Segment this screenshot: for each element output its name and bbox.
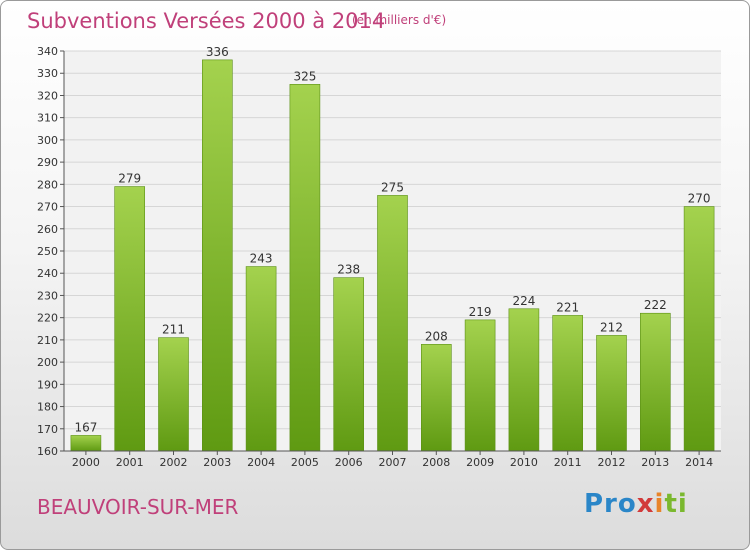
x-tick-label: 2003 <box>203 456 231 469</box>
x-tick-label: 2013 <box>641 456 669 469</box>
bar-2014 <box>683 206 715 452</box>
bar-2002 <box>158 337 189 452</box>
bar-2004 <box>245 266 277 452</box>
bar-value-label: 211 <box>162 323 185 337</box>
bar-value-label: 243 <box>250 252 273 266</box>
bar-2012 <box>596 335 627 452</box>
bar-value-label: 325 <box>293 69 316 83</box>
x-tick-label: 2010 <box>510 456 538 469</box>
bar-value-label: 219 <box>469 305 492 319</box>
bar-value-label: 275 <box>381 180 404 194</box>
x-tick-label: 2011 <box>554 456 582 469</box>
bars: 167 279 211 336 243 325 238 275 208 219 224 221 212 2… <box>70 45 715 452</box>
y-tick-label: 310 <box>37 112 58 125</box>
x-tick-label: 2001 <box>116 456 144 469</box>
bar-2013 <box>639 312 671 452</box>
y-tick-label: 190 <box>37 378 58 391</box>
y-tick-label: 290 <box>37 156 58 169</box>
x-axis: 2000 2001 2002 2003 2004 2005 2006 2007 2008 2009… <box>64 450 721 469</box>
bar-value-label: 222 <box>644 298 667 312</box>
x-tick-label: 2002 <box>160 456 188 469</box>
bar-2003 <box>202 59 233 452</box>
proxiti-logo: Proxiti <box>584 489 688 519</box>
y-tick-label: 300 <box>37 134 58 147</box>
y-tick-label: 210 <box>37 334 58 347</box>
x-tick-label: 2005 <box>291 456 319 469</box>
x-tick-label: 2012 <box>598 456 626 469</box>
y-tick-label: 330 <box>37 67 58 80</box>
x-tick-label: 2000 <box>72 456 100 469</box>
bar-value-label: 208 <box>425 329 448 343</box>
x-tick-label: 2007 <box>379 456 407 469</box>
bar-value-label: 212 <box>600 320 623 334</box>
x-tick-label: 2008 <box>422 456 450 469</box>
x-tick-label: 2014 <box>685 456 713 469</box>
bar-value-label: 279 <box>118 172 141 186</box>
bar-value-label: 270 <box>688 192 711 206</box>
bar-2008 <box>420 344 452 452</box>
x-tick-label: 2004 <box>247 456 275 469</box>
bar-value-label: 167 <box>74 420 97 434</box>
y-tick-label: 340 <box>37 45 58 58</box>
x-tick-label: 2006 <box>335 456 363 469</box>
y-tick-label: 160 <box>37 445 58 458</box>
y-tick-label: 200 <box>37 356 58 369</box>
bar-2001 <box>114 186 145 452</box>
commune-name: BEAUVOIR-SUR-MER <box>37 495 239 519</box>
y-tick-label: 320 <box>37 89 58 102</box>
bar-2000 <box>70 435 102 452</box>
y-tick-label: 280 <box>37 178 58 191</box>
bar-value-label: 221 <box>556 300 579 314</box>
bar-value-label: 224 <box>512 294 535 308</box>
bar-2005 <box>289 84 321 452</box>
y-tick-label: 220 <box>37 312 58 325</box>
y-tick-label: 180 <box>37 401 58 414</box>
bar-2011 <box>552 315 584 452</box>
bar-2007 <box>377 195 408 452</box>
chart-title: Subventions Versées 2000 à 2014 <box>27 9 386 33</box>
bar-2010 <box>508 308 540 452</box>
bar-2009 <box>464 319 496 452</box>
y-tick-label: 240 <box>37 267 58 280</box>
chart-unit: (en milliers d'€) <box>352 13 447 27</box>
y-tick-label: 230 <box>37 289 58 302</box>
bar-2006 <box>333 277 365 452</box>
y-axis: 160 170 180 190 200 210 220 230 240 250 260 270 280 2… <box>37 45 65 458</box>
bar-value-label: 336 <box>206 45 229 59</box>
y-tick-label: 170 <box>37 423 58 436</box>
y-tick-label: 260 <box>37 223 58 236</box>
bar-value-label: 238 <box>337 263 360 277</box>
x-tick-label: 2009 <box>466 456 494 469</box>
y-tick-label: 270 <box>37 201 58 214</box>
y-tick-label: 250 <box>37 245 58 258</box>
